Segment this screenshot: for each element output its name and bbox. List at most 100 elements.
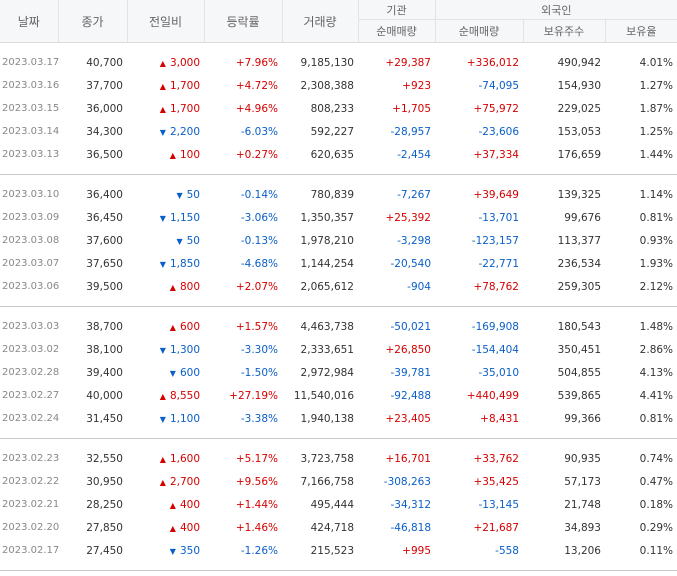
row-close: 38,700: [86, 320, 123, 333]
table-row: 2023.03.15 36,000 ▲ 1,700 +4.96% 808,233 +1,70…: [0, 97, 677, 120]
row-volume: 2,065,612: [300, 280, 354, 293]
header-rate: 등락률: [204, 0, 283, 43]
row-change: ▼ 50: [127, 183, 204, 206]
header-inst-net: 순매매량: [358, 19, 436, 43]
row-ratio: 4.13%: [639, 366, 674, 379]
row-change: ▲ 1,700: [127, 97, 204, 120]
row-date: 2023.03.03: [2, 321, 60, 332]
table-row: 2023.03.13 36,500 ▲ 100 +0.27% 620,635 -2,454 +…: [0, 143, 677, 166]
row-date: 2023.03.02: [2, 344, 60, 355]
table-row: 2023.03.02 38,100 ▼ 1,300 -3.30% 2,333,651 +26…: [0, 338, 677, 361]
table-row: 2023.02.23 32,550 ▲ 1,600 +5.17% 3,723,758 +16…: [0, 447, 677, 470]
row-rate: +1.46%: [235, 521, 278, 534]
row-rate: +2.07%: [235, 280, 278, 293]
table-row: 2023.02.24 31,450 ▼ 1,100 -3.38% 1,940,138 +23…: [0, 407, 677, 430]
row-close: 30,950: [86, 475, 123, 488]
row-volume: 11,540,016: [293, 389, 354, 402]
row-rate: -1.50%: [240, 366, 278, 379]
row-rate: +0.27%: [235, 148, 278, 161]
row-inst-net: +1,705: [392, 102, 431, 115]
row-holdings: 13,206: [564, 544, 601, 557]
row-ratio: 0.81%: [639, 211, 674, 224]
row-ratio: 0.74%: [639, 452, 674, 465]
row-close: 40,000: [86, 389, 123, 402]
table-row: 2023.03.07 37,650 ▼ 1,850 -4.68% 1,144,254 -20…: [0, 252, 677, 275]
up-triangle-icon: ▲: [159, 477, 166, 487]
row-change-value: 400: [179, 498, 200, 511]
table-row: 2023.03.10 36,400 ▼ 50 -0.14% 780,839 -7,267 +3…: [0, 183, 677, 206]
table-row: 2023.03.06 39,500 ▲ 800 +2.07% 2,065,612 -904 +…: [0, 275, 677, 298]
row-rate: +9.56%: [235, 475, 278, 488]
row-ratio: 1.44%: [639, 148, 674, 161]
down-triangle-icon: ▼: [169, 368, 176, 378]
row-rate: -6.03%: [240, 125, 278, 138]
row-date: 2023.03.14: [2, 126, 60, 137]
row-close: 32,550: [86, 452, 123, 465]
row-close: 27,850: [86, 521, 123, 534]
row-date: 2023.03.13: [2, 149, 60, 160]
row-change: ▼ 50: [127, 229, 204, 252]
row-foreign-net: -558: [495, 544, 519, 557]
row-inst-net: +16,701: [385, 452, 431, 465]
table-row: 2023.02.22 30,950 ▲ 2,700 +9.56% 7,166,758 -30…: [0, 470, 677, 493]
row-rate: -1.26%: [240, 544, 278, 557]
table-row: 2023.03.16 37,700 ▲ 1,700 +4.72% 2,308,388 +92…: [0, 74, 677, 97]
row-inst-net: +23,405: [385, 412, 431, 425]
row-close: 40,700: [86, 56, 123, 69]
row-close: 28,250: [86, 498, 123, 511]
row-change-value: 350: [179, 544, 200, 557]
row-change-value: 50: [186, 188, 200, 201]
up-triangle-icon: ▲: [159, 391, 166, 401]
row-inst-net: +25,392: [385, 211, 431, 224]
row-foreign-net: +33,762: [473, 452, 519, 465]
row-change: ▼ 350: [127, 539, 204, 562]
row-change-value: 1,100: [169, 412, 200, 425]
row-inst-net: +995: [402, 544, 431, 557]
row-volume: 1,978,210: [300, 234, 354, 247]
row-volume: 215,523: [310, 544, 354, 557]
row-date: 2023.03.07: [2, 258, 60, 269]
row-change: ▼ 1,100: [127, 407, 204, 430]
row-holdings: 21,748: [564, 498, 601, 511]
row-ratio: 1.14%: [639, 188, 674, 201]
row-ratio: 4.01%: [639, 56, 674, 69]
row-foreign-net: -13,701: [478, 211, 519, 224]
row-ratio: 0.93%: [639, 234, 674, 247]
row-inst-net: -2,454: [397, 148, 431, 161]
row-date: 2023.02.27: [2, 390, 60, 401]
row-holdings: 154,930: [557, 79, 601, 92]
row-volume: 9,185,130: [300, 56, 354, 69]
row-holdings: 180,543: [557, 320, 601, 333]
header-change: 전일비: [127, 0, 205, 43]
group-divider: [0, 306, 677, 307]
row-ratio: 0.11%: [639, 544, 674, 557]
row-holdings: 229,025: [557, 102, 601, 115]
row-ratio: 1.48%: [639, 320, 674, 333]
row-change: ▼ 1,150: [127, 206, 204, 229]
group-divider: [0, 174, 677, 175]
group-divider: [0, 438, 677, 439]
row-ratio: 4.41%: [639, 389, 674, 402]
row-date: 2023.02.28: [2, 367, 60, 378]
row-change-value: 1,700: [169, 102, 200, 115]
row-rate: +5.17%: [235, 452, 278, 465]
row-change-value: 1,850: [169, 257, 200, 270]
group-divider: [0, 570, 677, 571]
row-change-value: 400: [179, 521, 200, 534]
down-triangle-icon: ▼: [159, 345, 166, 355]
header-foreign-net: 순매매량: [435, 19, 524, 43]
row-rate: -3.30%: [240, 343, 278, 356]
row-foreign-net: -123,157: [471, 234, 519, 247]
row-close: 34,300: [86, 125, 123, 138]
table-row: 2023.03.03 38,700 ▲ 600 +1.57% 4,463,738 -50,0…: [0, 315, 677, 338]
down-triangle-icon: ▼: [159, 213, 166, 223]
row-change-value: 2,700: [169, 475, 200, 488]
row-holdings: 113,377: [557, 234, 601, 247]
down-triangle-icon: ▼: [169, 546, 176, 556]
row-inst-net: -39,781: [390, 366, 431, 379]
row-ratio: 2.12%: [639, 280, 674, 293]
row-change: ▲ 2,700: [127, 470, 204, 493]
header-date: 날짜: [0, 0, 59, 43]
down-triangle-icon: ▼: [176, 236, 183, 246]
